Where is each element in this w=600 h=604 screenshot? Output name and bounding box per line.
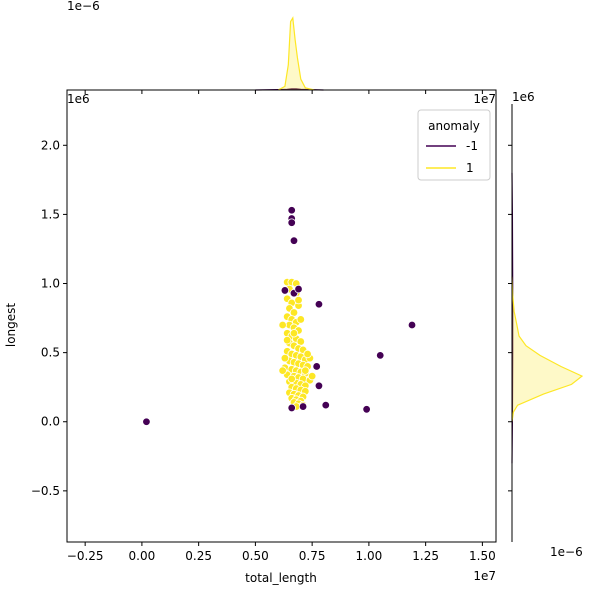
scatter-point-anomaly <box>287 403 296 413</box>
x-axis-label: total_length <box>245 571 317 585</box>
y-tick-label: 1.0 <box>41 277 60 291</box>
scatter-point-anomaly <box>407 320 417 330</box>
scatter-plot: −0.25 0.00 0.25 0.50 0.75 1.00 1.25 1.50 −0.5 0.… <box>4 89 497 585</box>
scatter-point-anomaly <box>287 218 296 227</box>
scatter-point-normal <box>278 320 287 330</box>
legend-label-neg1: -1 <box>466 139 478 153</box>
scatter-point-normal <box>287 374 296 384</box>
y-tick-label: 2.0 <box>41 138 60 152</box>
top-kde-fill-normal <box>278 18 315 90</box>
scatter-point-normal <box>294 295 303 305</box>
scatter-point-anomaly <box>287 206 296 215</box>
x-tick-label: −0.25 <box>67 549 104 563</box>
scatter-point-normal <box>296 337 305 346</box>
scatter-points <box>142 206 417 426</box>
scatter-point-anomaly <box>298 402 308 411</box>
y-tick-label: −0.5 <box>31 484 60 498</box>
y-axis-ticks: −0.5 0.0 0.5 1.0 1.5 2.0 <box>31 138 67 498</box>
scatter-point-anomaly <box>321 400 330 410</box>
right-kde-fill-normal <box>512 276 582 422</box>
y-tick-label: 1.5 <box>41 207 60 221</box>
scatter-point-normal <box>282 335 292 345</box>
scatter-point-anomaly <box>142 417 151 426</box>
x-tick-label: 0.75 <box>299 549 326 563</box>
x-tick-label: 1.50 <box>469 549 496 563</box>
scatter-point-anomaly <box>376 351 385 360</box>
top-marginal-ticks <box>84 90 483 94</box>
scatter-point-normal <box>289 308 299 317</box>
x-axis-offset-label: 1e7 <box>473 569 496 583</box>
legend-title: anomaly <box>428 119 480 133</box>
legend-box <box>417 109 491 181</box>
scatter-point-anomaly <box>312 362 321 371</box>
right-density-offset-label: 1e−6 <box>550 545 583 559</box>
top-xaxis-offset-label: 1e7 <box>473 92 496 106</box>
x-axis-ticks: −0.25 0.00 0.25 0.50 0.75 1.00 1.25 1.50 <box>67 542 496 563</box>
legend: anomaly -1 1 <box>417 109 491 181</box>
right-kde-line-normal <box>511 276 584 422</box>
scatter-point-anomaly <box>314 381 324 391</box>
x-tick-label: 1.25 <box>412 549 439 563</box>
x-tick-label: 1.00 <box>356 549 383 563</box>
scatter-point-anomaly <box>362 405 371 414</box>
scatter-frame <box>66 89 497 543</box>
x-tick-label: 0.00 <box>129 549 156 563</box>
top-kde-line-normal <box>277 16 315 91</box>
y-tick-label: 0.5 <box>41 346 60 360</box>
right-yaxis-offset-label: 1e6 <box>512 90 535 104</box>
top-marginal-kde <box>255 16 324 91</box>
scatter-point-normal <box>307 371 317 381</box>
scatter-point-anomaly <box>294 284 303 294</box>
right-marginal-kde <box>511 172 584 464</box>
right-marginal-ticks <box>508 144 512 492</box>
scatter-point-anomaly <box>314 300 324 309</box>
scatter-point-normal <box>301 366 310 375</box>
y-axis-label: longest <box>4 303 18 348</box>
x-tick-label: 0.25 <box>185 549 212 563</box>
y-tick-label: 0.0 <box>41 415 60 429</box>
scatter-point-normal <box>303 349 312 359</box>
scatter-point-normal <box>289 329 299 338</box>
right-marginal-plot: 1e6 1e−6 <box>508 90 584 559</box>
scatter-point-normal <box>280 353 290 363</box>
top-density-offset-label: 1e−6 <box>67 0 100 13</box>
scatter-point-normal <box>296 315 305 324</box>
legend-label-1: 1 <box>466 161 474 175</box>
x-tick-label: 0.50 <box>242 549 269 563</box>
scatter-point-anomaly <box>289 236 299 245</box>
scatter-point-anomaly <box>280 286 290 295</box>
scatter-point-normal <box>278 366 287 375</box>
y-axis-offset-label: 1e6 <box>67 92 90 106</box>
